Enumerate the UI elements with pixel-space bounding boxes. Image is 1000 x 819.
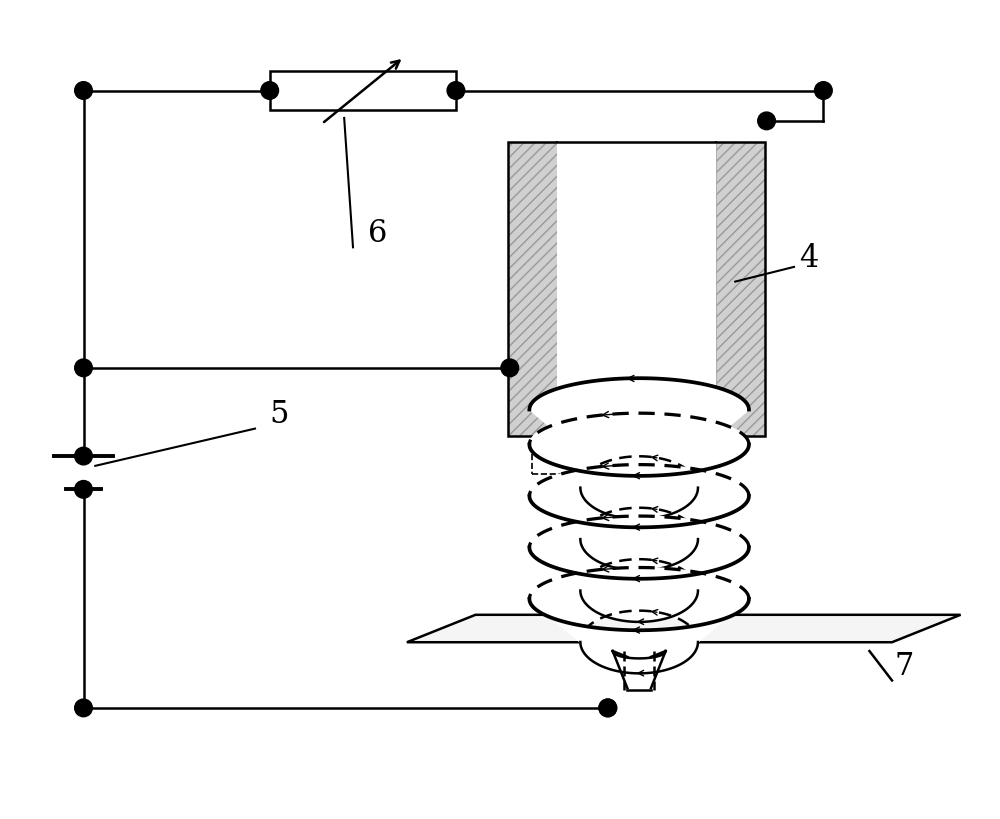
Circle shape [501, 360, 519, 378]
Circle shape [75, 481, 92, 499]
Circle shape [75, 448, 92, 465]
Text: 5: 5 [270, 399, 289, 430]
Circle shape [75, 83, 92, 100]
Bar [508, 143, 765, 437]
Polygon shape [529, 378, 749, 453]
Circle shape [261, 83, 279, 100]
Text: 4: 4 [799, 242, 818, 274]
Circle shape [815, 83, 832, 100]
Circle shape [599, 699, 617, 717]
Circle shape [758, 113, 775, 130]
Bar [508, 143, 765, 437]
Polygon shape [529, 600, 749, 673]
Circle shape [599, 699, 617, 717]
Polygon shape [529, 414, 749, 488]
Circle shape [447, 83, 465, 100]
Polygon shape [529, 548, 749, 622]
Circle shape [75, 360, 92, 378]
Polygon shape [529, 496, 749, 571]
Text: 6: 6 [368, 218, 387, 249]
Circle shape [75, 699, 92, 717]
Polygon shape [529, 465, 749, 540]
Polygon shape [529, 517, 749, 590]
Polygon shape [529, 568, 749, 642]
Bar [270, 72, 456, 111]
Bar [508, 143, 557, 437]
Polygon shape [529, 445, 749, 519]
Bar [532, 437, 716, 474]
Text: 7: 7 [895, 650, 914, 681]
Bar [557, 143, 716, 437]
Polygon shape [407, 615, 961, 642]
Bar [716, 143, 765, 437]
